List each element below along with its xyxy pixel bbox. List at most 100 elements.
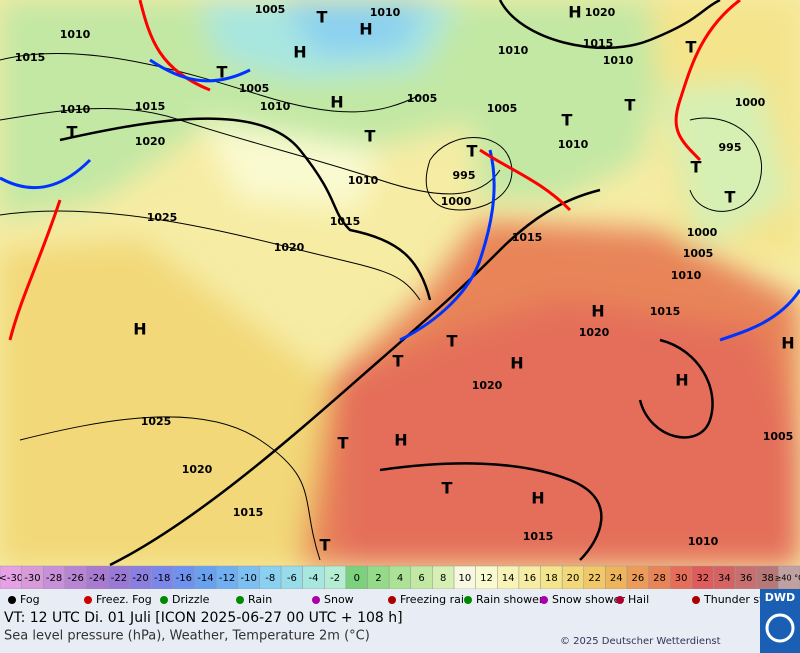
weather-label: Hail xyxy=(628,593,649,606)
pressure-center: H xyxy=(568,3,581,22)
weather-label: Snow shower xyxy=(552,593,625,606)
pressure-center: H xyxy=(330,93,343,112)
pressure-center: T xyxy=(442,479,453,498)
scale-label: -28 xyxy=(46,573,62,584)
pressure-label: 1010 xyxy=(688,535,719,548)
scale-label: 30 xyxy=(675,573,688,584)
scale-label: -4 xyxy=(309,573,319,584)
pressure-center: T xyxy=(317,8,328,27)
legend-background xyxy=(0,589,800,653)
scale-label: 16 xyxy=(523,573,536,584)
description: Sea level pressure (hPa), Weather, Tempe… xyxy=(4,629,370,644)
scale-label: 18 xyxy=(545,573,558,584)
scale-label: 38 xyxy=(761,573,774,584)
scale-label: -8 xyxy=(265,573,275,584)
weather-label: Freezing rain xyxy=(400,593,471,606)
temperature-field xyxy=(0,0,800,566)
pressure-label: 1005 xyxy=(763,430,794,443)
scale-label: 24 xyxy=(610,573,623,584)
scale-label: -2 xyxy=(330,573,340,584)
scale-label: -22 xyxy=(111,573,127,584)
pressure-label: 1020 xyxy=(135,135,166,148)
pressure-label: 1025 xyxy=(141,415,172,428)
pressure-label: 995 xyxy=(453,169,476,182)
pressure-label: 1010 xyxy=(603,54,634,67)
weather-icon xyxy=(84,596,92,604)
pressure-center: H xyxy=(675,371,688,390)
pressure-label: 1010 xyxy=(60,28,91,41)
pressure-center: T xyxy=(447,332,458,351)
scale-label: 36 xyxy=(740,573,753,584)
weather-label: Drizzle xyxy=(172,593,210,606)
weather-icon xyxy=(160,596,168,604)
pressure-labels: 1005 1010 1020 1010 1015 1015 1010 1010 1005 1010… xyxy=(15,3,794,548)
scale-label: <-30 xyxy=(0,573,23,584)
scale-label: ≥40 °C xyxy=(775,574,800,583)
logo: DWD xyxy=(765,591,795,604)
weather-icon xyxy=(8,596,16,604)
weather-icon xyxy=(616,596,624,604)
weather-icon xyxy=(540,596,548,604)
scale-label: 10 xyxy=(458,573,471,584)
pressure-label: 1005 xyxy=(683,247,714,260)
pressure-label: 1015 xyxy=(650,305,681,318)
weather-label: Fog xyxy=(20,593,40,606)
pressure-center: H xyxy=(359,20,372,39)
scale-label: -10 xyxy=(240,573,256,584)
scale-label: 32 xyxy=(696,573,709,584)
fronts xyxy=(0,0,800,342)
scale-label: -14 xyxy=(197,573,213,584)
scale-label: 20 xyxy=(567,573,580,584)
pressure-label: 1015 xyxy=(135,100,166,113)
pressure-center: T xyxy=(338,434,349,453)
pressure-label: 1020 xyxy=(585,6,616,19)
map: 1005 1010 1020 1010 1015 1015 1010 1010 1005 1010… xyxy=(0,0,800,567)
pressure-label: 1015 xyxy=(330,215,361,228)
scale-label: 14 xyxy=(502,573,515,584)
pressure-label: 1005 xyxy=(407,92,438,105)
weather-label: Rain shower xyxy=(476,593,544,606)
pressure-center: H xyxy=(781,334,794,353)
weather-label: Rain xyxy=(248,593,272,606)
weather-label: Snow xyxy=(324,593,354,606)
pressure-label: 995 xyxy=(719,141,742,154)
logo-icon xyxy=(765,613,795,643)
pressure-center: T xyxy=(365,127,376,146)
scale-label: 28 xyxy=(653,573,666,584)
valid-time: VT: 12 UTC Di. 01 Juli [ICON 2025-06-27 … xyxy=(4,610,403,626)
pressure-center: H xyxy=(591,302,604,321)
weather-icon xyxy=(692,596,700,604)
pressure-label: 1000 xyxy=(441,195,472,208)
pressure-center: H xyxy=(531,489,544,508)
weather-icon xyxy=(236,596,244,604)
pressure-label: 1010 xyxy=(348,174,379,187)
scale-label: 4 xyxy=(397,573,403,584)
pressure-center: H xyxy=(394,431,407,450)
pressure-label: 1010 xyxy=(671,269,702,282)
scale-label: -18 xyxy=(154,573,170,584)
pressure-label: 1015 xyxy=(15,51,46,64)
pressure-label: 1010 xyxy=(370,6,401,19)
scale-label: 12 xyxy=(480,573,493,584)
pressure-center: H xyxy=(293,43,306,62)
pressure-center: H xyxy=(133,320,146,339)
pressure-center: T xyxy=(217,63,228,82)
scale-label: 0 xyxy=(354,573,360,584)
copyright: © 2025 Deutscher Wetterdienst xyxy=(560,636,721,647)
pressure-label: 1020 xyxy=(274,241,305,254)
scale-label: 34 xyxy=(718,573,731,584)
pressure-label: 1005 xyxy=(239,82,270,95)
pressure-center: H xyxy=(510,354,523,373)
pressure-center: T xyxy=(320,536,331,555)
weather-label: Freez. Fog xyxy=(96,593,152,606)
pressure-label: 1015 xyxy=(583,37,614,50)
weather-icon xyxy=(464,596,472,604)
pressure-label: 1025 xyxy=(147,211,178,224)
scale-label: -16 xyxy=(176,573,192,584)
pressure-center: T xyxy=(686,38,697,57)
pressure-label: 1010 xyxy=(260,100,291,113)
weather-icon xyxy=(388,596,396,604)
pressure-center: T xyxy=(625,96,636,115)
